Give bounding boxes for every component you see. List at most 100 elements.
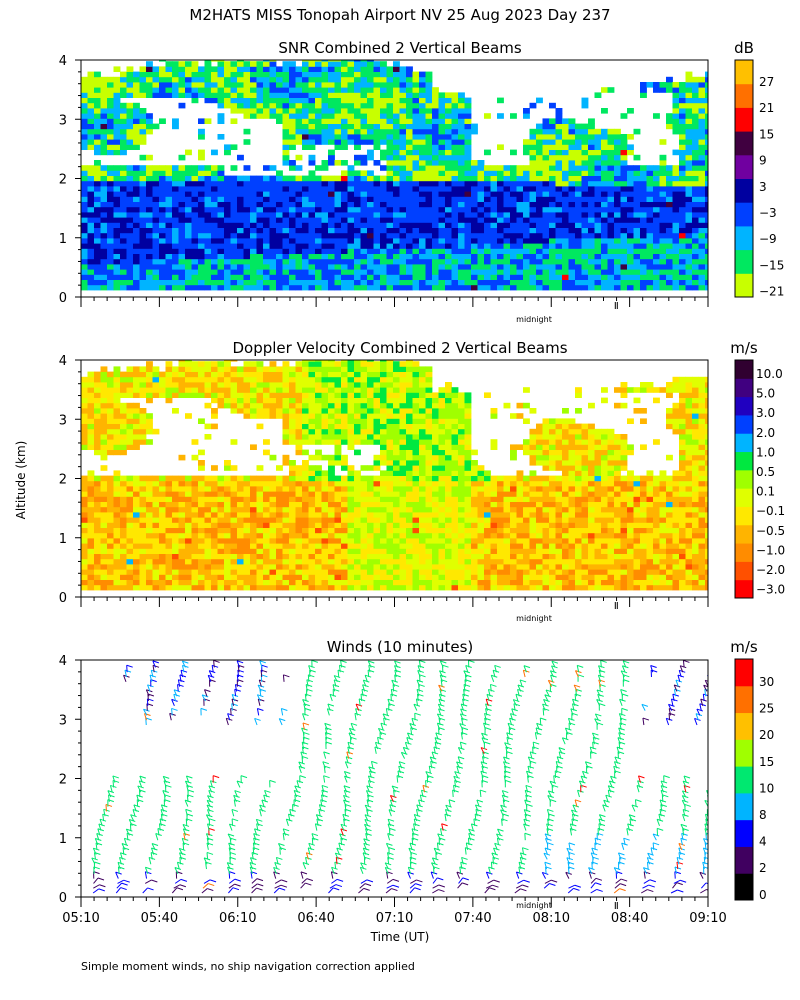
- snr-colorbar-label: −15: [759, 258, 784, 272]
- snr-cell: [568, 258, 576, 265]
- snr-cell: [256, 212, 264, 218]
- snr-cell: [94, 264, 101, 270]
- snr-cell: [672, 113, 680, 119]
- doppler-cell: [152, 475, 160, 482]
- snr-cell: [497, 269, 504, 275]
- doppler-cell: [159, 517, 166, 523]
- snr-cell: [614, 201, 621, 208]
- snr-cell: [354, 108, 361, 114]
- doppler-cell: [198, 527, 205, 534]
- snr-cell: [692, 227, 699, 234]
- doppler-cell: [230, 439, 238, 445]
- snr-cell: [432, 227, 439, 234]
- snr-cell: [198, 180, 205, 187]
- doppler-cell: [341, 532, 348, 539]
- snr-cell: [198, 76, 205, 83]
- snr-cell: [100, 165, 108, 171]
- snr-cell: [217, 274, 225, 280]
- snr-cell: [237, 232, 244, 239]
- snr-cell: [705, 149, 708, 156]
- doppler-cell: [159, 532, 166, 539]
- snr-cell: [126, 196, 134, 202]
- snr-cell: [633, 253, 641, 260]
- snr-cell: [120, 212, 127, 218]
- doppler-cell: [256, 506, 264, 513]
- doppler-cell: [107, 382, 114, 388]
- snr-cell: [172, 222, 179, 228]
- snr-cell: [666, 284, 673, 291]
- doppler-cell: [263, 376, 270, 383]
- snr-cell: [308, 269, 316, 275]
- doppler-cell: [334, 382, 342, 388]
- snr-cell: [289, 76, 296, 83]
- snr-cell: [380, 248, 387, 254]
- snr-cell: [276, 238, 283, 244]
- doppler-cell: [302, 402, 309, 409]
- snr-cell: [295, 118, 303, 124]
- snr-cell: [178, 201, 186, 208]
- snr-cell: [445, 258, 452, 265]
- snr-cell: [315, 217, 322, 223]
- snr-cell: [347, 102, 355, 109]
- doppler-cell: [211, 413, 218, 419]
- snr-cell: [419, 269, 426, 275]
- doppler-cell: [198, 449, 205, 456]
- snr-cell: [341, 160, 348, 166]
- doppler-cell: [87, 506, 95, 513]
- doppler-cell: [113, 574, 121, 580]
- snr-cell: [165, 269, 173, 275]
- snr-cell: [100, 170, 108, 176]
- snr-cell: [471, 206, 478, 213]
- snr-cell: [282, 258, 290, 265]
- doppler-cell: [107, 532, 114, 539]
- snr-cell: [354, 118, 361, 124]
- snr-cell: [464, 97, 472, 104]
- snr-cell: [328, 82, 335, 88]
- snr-cell: [477, 243, 485, 249]
- snr-cell: [360, 212, 368, 218]
- snr-cell: [380, 186, 387, 192]
- snr-cell: [640, 222, 647, 228]
- snr-cell: [529, 279, 537, 286]
- doppler-cell: [94, 496, 101, 502]
- doppler-cell: [81, 402, 88, 409]
- snr-cell: [159, 269, 166, 275]
- snr-cell: [282, 222, 290, 228]
- snr-cell: [217, 196, 225, 202]
- snr-cell: [204, 186, 212, 192]
- snr-cell: [685, 92, 693, 98]
- snr-cell: [354, 92, 361, 98]
- snr-cell: [471, 196, 478, 202]
- snr-cell: [542, 134, 550, 140]
- snr-cell: [250, 279, 257, 286]
- doppler-cell: [178, 564, 186, 570]
- snr-cell: [412, 232, 420, 239]
- doppler-cell: [263, 543, 270, 549]
- snr-cell: [282, 191, 290, 197]
- snr-cell: [659, 175, 667, 182]
- doppler-cell: [328, 397, 335, 404]
- snr-cell: [250, 61, 257, 67]
- snr-cell: [412, 222, 420, 228]
- snr-cell: [243, 212, 251, 218]
- snr-cell: [315, 222, 322, 228]
- snr-cell: [620, 201, 628, 208]
- snr-cell: [412, 154, 420, 161]
- snr-cell: [367, 258, 374, 265]
- snr-cell: [536, 165, 543, 171]
- snr-cell: [607, 269, 615, 275]
- snr-cell: [555, 284, 563, 291]
- snr-cell: [438, 253, 446, 260]
- doppler-cell: [256, 569, 264, 575]
- snr-cell: [269, 82, 277, 88]
- snr-cell: [679, 284, 686, 291]
- snr-cell: [328, 243, 335, 249]
- doppler-cell: [289, 376, 296, 383]
- snr-cell: [477, 180, 485, 187]
- snr-cell: [646, 175, 654, 182]
- snr-cell: [328, 160, 335, 166]
- snr-cell: [87, 212, 95, 218]
- snr-cell: [263, 113, 270, 119]
- snr-cell: [380, 201, 387, 208]
- snr-cell: [347, 165, 355, 171]
